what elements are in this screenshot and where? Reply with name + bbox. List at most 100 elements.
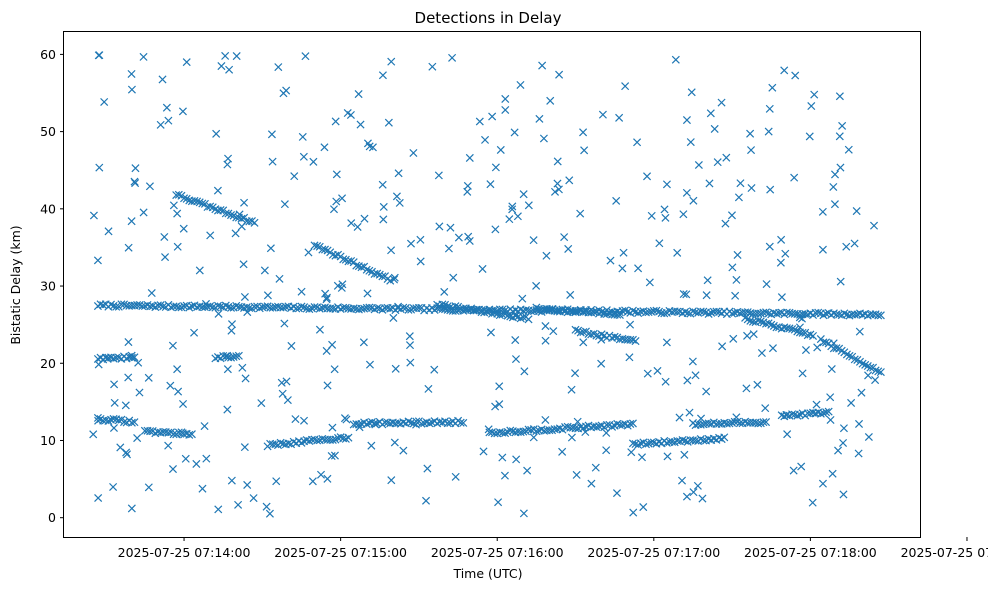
detection-point — [634, 264, 643, 273]
detection-point — [610, 332, 619, 341]
detection-point — [633, 138, 642, 147]
detection-point — [478, 264, 487, 273]
detection-point — [328, 435, 337, 445]
detection-point — [579, 327, 588, 337]
detection-point — [764, 127, 773, 136]
detection-point — [110, 398, 119, 407]
detection-point — [560, 233, 569, 242]
detection-point — [732, 275, 741, 284]
detection-point — [512, 455, 521, 464]
detection-point — [571, 369, 580, 378]
detection-point — [729, 334, 738, 343]
detection-point — [813, 343, 822, 352]
detection-point — [722, 153, 731, 162]
detection-point — [555, 70, 564, 79]
detection-point — [337, 283, 346, 292]
y-tick-label: 40 — [40, 201, 56, 216]
detection-point — [281, 302, 290, 311]
detection-point — [265, 509, 274, 518]
detection-point — [576, 209, 585, 218]
detection-point — [814, 308, 823, 317]
detection-point — [810, 90, 819, 99]
detection-point — [336, 433, 345, 442]
detection-point — [463, 187, 472, 196]
detection-point — [546, 96, 555, 105]
detection-point — [459, 418, 468, 427]
detection-point — [826, 393, 835, 402]
detection-point — [223, 365, 232, 374]
detection-point — [696, 434, 705, 444]
detection-point — [159, 302, 168, 311]
detection-point — [828, 469, 837, 478]
detection-point — [850, 239, 859, 248]
detection-point — [104, 227, 113, 236]
detection-point — [694, 160, 703, 170]
detection-point — [725, 419, 734, 428]
detection-point — [414, 303, 423, 312]
detection-point — [545, 305, 554, 314]
detection-point — [538, 61, 547, 70]
detection-point — [871, 376, 880, 385]
detection-point — [653, 366, 662, 375]
detection-point — [249, 494, 258, 503]
detection-point — [618, 264, 627, 273]
detection-point — [780, 66, 789, 75]
detection-point — [808, 498, 817, 507]
detection-point — [226, 353, 236, 362]
detection-point — [839, 438, 848, 448]
detection-point — [378, 71, 387, 80]
detection-point — [384, 118, 393, 127]
detection-point — [730, 417, 739, 426]
detection-point — [190, 328, 199, 337]
detection-point — [581, 428, 590, 437]
detection-point — [131, 164, 140, 173]
detection-point — [613, 310, 622, 319]
detection-point — [299, 416, 309, 425]
detection-point — [315, 304, 324, 313]
detection-point — [693, 481, 702, 490]
detection-point — [346, 110, 355, 119]
detection-point — [310, 303, 319, 312]
detection-point — [637, 453, 647, 462]
detection-point — [412, 420, 421, 429]
detection-point — [845, 351, 854, 360]
detection-point — [164, 441, 173, 450]
detection-point — [795, 323, 804, 332]
detection-point — [268, 157, 277, 166]
detection-point — [519, 509, 528, 518]
detection-point — [675, 413, 684, 422]
detection-point — [127, 85, 136, 94]
detection-point — [263, 291, 272, 300]
detection-point — [278, 389, 287, 398]
detection-point — [619, 248, 628, 257]
detection-point — [850, 355, 859, 364]
detection-point — [124, 338, 133, 347]
detection-point — [434, 171, 443, 180]
detection-point — [696, 414, 706, 423]
detection-point — [206, 302, 215, 311]
detection-point — [174, 190, 183, 199]
detection-point — [761, 308, 771, 317]
detection-point — [864, 371, 873, 380]
detection-point — [832, 344, 841, 353]
detection-point — [621, 82, 630, 91]
detection-point — [836, 277, 845, 286]
y-tick-label: 50 — [40, 124, 56, 139]
detection-point — [169, 201, 178, 210]
detection-point — [93, 413, 102, 422]
detection-point — [490, 429, 499, 438]
detection-point — [378, 180, 387, 189]
detection-point — [166, 381, 175, 390]
detection-point — [734, 193, 743, 202]
detection-point — [529, 236, 538, 245]
detection-point — [679, 290, 688, 299]
detection-point — [834, 446, 843, 455]
detection-point — [677, 476, 687, 485]
detection-point — [180, 194, 189, 203]
detection-point — [394, 302, 403, 311]
detection-point — [871, 366, 880, 375]
detection-point — [226, 211, 236, 220]
detection-point — [390, 275, 399, 284]
detection-point — [682, 188, 691, 197]
